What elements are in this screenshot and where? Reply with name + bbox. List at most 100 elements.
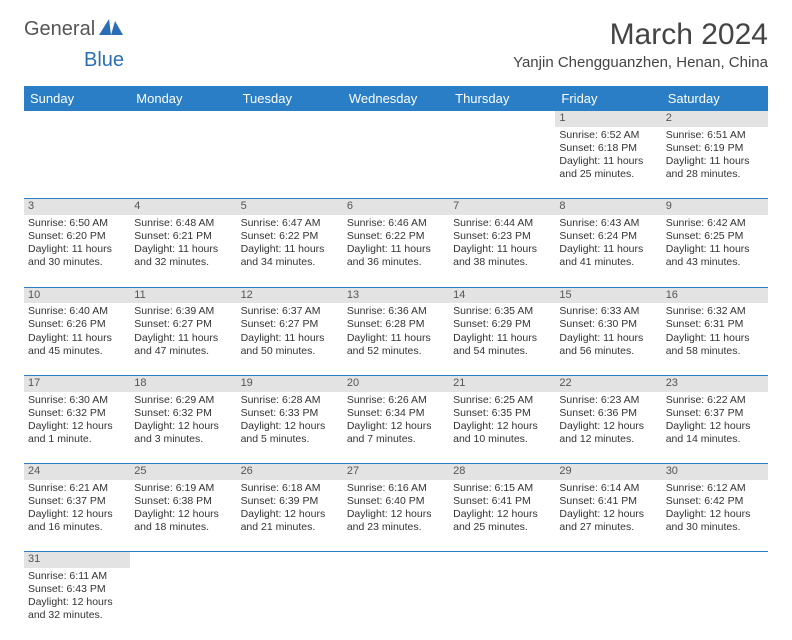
daylight-line: Daylight: 11 hours and 41 minutes. xyxy=(559,243,657,269)
day-detail-cell xyxy=(130,127,236,199)
page-title: March 2024 xyxy=(513,18,768,52)
day-number-row: 3456789 xyxy=(24,199,768,215)
sunset-line: Sunset: 6:30 PM xyxy=(559,318,657,331)
day-number-row: 12 xyxy=(24,111,768,127)
daylight-line: Daylight: 12 hours and 16 minutes. xyxy=(28,508,126,534)
day-number-cell: 16 xyxy=(662,287,768,303)
sunrise-line: Sunrise: 6:30 AM xyxy=(28,394,126,407)
day-detail-cell: Sunrise: 6:12 AMSunset: 6:42 PMDaylight:… xyxy=(662,480,768,552)
flag-icon xyxy=(99,19,125,40)
daylight-line: Daylight: 11 hours and 34 minutes. xyxy=(241,243,339,269)
day-number-cell: 21 xyxy=(449,375,555,391)
day-number-cell: 2 xyxy=(662,111,768,127)
sunset-line: Sunset: 6:27 PM xyxy=(241,318,339,331)
day-detail-cell xyxy=(449,568,555,640)
day-detail-cell: Sunrise: 6:30 AMSunset: 6:32 PMDaylight:… xyxy=(24,392,130,464)
day-number-cell xyxy=(237,111,343,127)
sunset-line: Sunset: 6:35 PM xyxy=(453,407,551,420)
day-number-cell xyxy=(343,552,449,568)
day-detail-cell: Sunrise: 6:11 AMSunset: 6:43 PMDaylight:… xyxy=(24,568,130,640)
sunset-line: Sunset: 6:19 PM xyxy=(666,142,764,155)
sunrise-line: Sunrise: 6:19 AM xyxy=(134,482,232,495)
sunrise-line: Sunrise: 6:11 AM xyxy=(28,570,126,583)
sunrise-line: Sunrise: 6:32 AM xyxy=(666,305,764,318)
weekday-header: Monday xyxy=(130,86,236,111)
weekday-header: Sunday xyxy=(24,86,130,111)
sunrise-line: Sunrise: 6:26 AM xyxy=(347,394,445,407)
day-detail-cell: Sunrise: 6:26 AMSunset: 6:34 PMDaylight:… xyxy=(343,392,449,464)
day-detail-cell: Sunrise: 6:43 AMSunset: 6:24 PMDaylight:… xyxy=(555,215,661,287)
day-detail-cell xyxy=(662,568,768,640)
day-detail-row: Sunrise: 6:52 AMSunset: 6:18 PMDaylight:… xyxy=(24,127,768,199)
day-detail-cell: Sunrise: 6:16 AMSunset: 6:40 PMDaylight:… xyxy=(343,480,449,552)
day-detail-cell: Sunrise: 6:25 AMSunset: 6:35 PMDaylight:… xyxy=(449,392,555,464)
day-number-cell: 31 xyxy=(24,552,130,568)
day-number-cell: 10 xyxy=(24,287,130,303)
day-detail-cell: Sunrise: 6:15 AMSunset: 6:41 PMDaylight:… xyxy=(449,480,555,552)
daylight-line: Daylight: 11 hours and 43 minutes. xyxy=(666,243,764,269)
day-detail-row: Sunrise: 6:50 AMSunset: 6:20 PMDaylight:… xyxy=(24,215,768,287)
sunset-line: Sunset: 6:29 PM xyxy=(453,318,551,331)
sunset-line: Sunset: 6:18 PM xyxy=(559,142,657,155)
day-number-cell: 19 xyxy=(237,375,343,391)
daylight-line: Daylight: 12 hours and 23 minutes. xyxy=(347,508,445,534)
weekday-header: Saturday xyxy=(662,86,768,111)
day-detail-cell: Sunrise: 6:21 AMSunset: 6:37 PMDaylight:… xyxy=(24,480,130,552)
sunset-line: Sunset: 6:37 PM xyxy=(666,407,764,420)
day-detail-row: Sunrise: 6:40 AMSunset: 6:26 PMDaylight:… xyxy=(24,303,768,375)
sunset-line: Sunset: 6:22 PM xyxy=(241,230,339,243)
sunset-line: Sunset: 6:32 PM xyxy=(28,407,126,420)
daylight-line: Daylight: 11 hours and 32 minutes. xyxy=(134,243,232,269)
day-number-row: 31 xyxy=(24,552,768,568)
sunset-line: Sunset: 6:21 PM xyxy=(134,230,232,243)
daylight-line: Daylight: 12 hours and 32 minutes. xyxy=(28,596,126,622)
day-number-cell: 12 xyxy=(237,287,343,303)
day-detail-cell: Sunrise: 6:44 AMSunset: 6:23 PMDaylight:… xyxy=(449,215,555,287)
sunset-line: Sunset: 6:42 PM xyxy=(666,495,764,508)
sunrise-line: Sunrise: 6:43 AM xyxy=(559,217,657,230)
sunrise-line: Sunrise: 6:29 AM xyxy=(134,394,232,407)
day-detail-cell: Sunrise: 6:40 AMSunset: 6:26 PMDaylight:… xyxy=(24,303,130,375)
daylight-line: Daylight: 11 hours and 25 minutes. xyxy=(559,155,657,181)
day-number-cell: 5 xyxy=(237,199,343,215)
sunrise-line: Sunrise: 6:39 AM xyxy=(134,305,232,318)
weekday-header: Friday xyxy=(555,86,661,111)
daylight-line: Daylight: 12 hours and 7 minutes. xyxy=(347,420,445,446)
sunrise-line: Sunrise: 6:42 AM xyxy=(666,217,764,230)
sunset-line: Sunset: 6:24 PM xyxy=(559,230,657,243)
sunset-line: Sunset: 6:43 PM xyxy=(28,583,126,596)
day-detail-cell: Sunrise: 6:33 AMSunset: 6:30 PMDaylight:… xyxy=(555,303,661,375)
daylight-line: Daylight: 11 hours and 58 minutes. xyxy=(666,332,764,358)
day-detail-cell xyxy=(343,568,449,640)
daylight-line: Daylight: 11 hours and 45 minutes. xyxy=(28,332,126,358)
sunset-line: Sunset: 6:34 PM xyxy=(347,407,445,420)
daylight-line: Daylight: 12 hours and 10 minutes. xyxy=(453,420,551,446)
sunrise-line: Sunrise: 6:51 AM xyxy=(666,129,764,142)
day-number-cell xyxy=(343,111,449,127)
logo: General xyxy=(24,18,127,41)
day-number-cell: 30 xyxy=(662,464,768,480)
weekday-header: Tuesday xyxy=(237,86,343,111)
sunset-line: Sunset: 6:33 PM xyxy=(241,407,339,420)
sunrise-line: Sunrise: 6:46 AM xyxy=(347,217,445,230)
day-number-cell: 29 xyxy=(555,464,661,480)
weekday-header-row: Sunday Monday Tuesday Wednesday Thursday… xyxy=(24,86,768,111)
logo-text-blue: Blue xyxy=(84,49,124,71)
daylight-line: Daylight: 12 hours and 25 minutes. xyxy=(453,508,551,534)
sunset-line: Sunset: 6:23 PM xyxy=(453,230,551,243)
day-detail-row: Sunrise: 6:11 AMSunset: 6:43 PMDaylight:… xyxy=(24,568,768,640)
day-detail-cell: Sunrise: 6:35 AMSunset: 6:29 PMDaylight:… xyxy=(449,303,555,375)
day-detail-cell: Sunrise: 6:23 AMSunset: 6:36 PMDaylight:… xyxy=(555,392,661,464)
sunrise-line: Sunrise: 6:44 AM xyxy=(453,217,551,230)
daylight-line: Daylight: 12 hours and 3 minutes. xyxy=(134,420,232,446)
day-number-cell xyxy=(130,111,236,127)
day-detail-cell: Sunrise: 6:37 AMSunset: 6:27 PMDaylight:… xyxy=(237,303,343,375)
day-detail-cell xyxy=(555,568,661,640)
sunset-line: Sunset: 6:41 PM xyxy=(453,495,551,508)
day-number-cell: 18 xyxy=(130,375,236,391)
day-number-cell: 1 xyxy=(555,111,661,127)
weekday-header: Wednesday xyxy=(343,86,449,111)
day-number-cell xyxy=(130,552,236,568)
daylight-line: Daylight: 11 hours and 56 minutes. xyxy=(559,332,657,358)
sunrise-line: Sunrise: 6:14 AM xyxy=(559,482,657,495)
